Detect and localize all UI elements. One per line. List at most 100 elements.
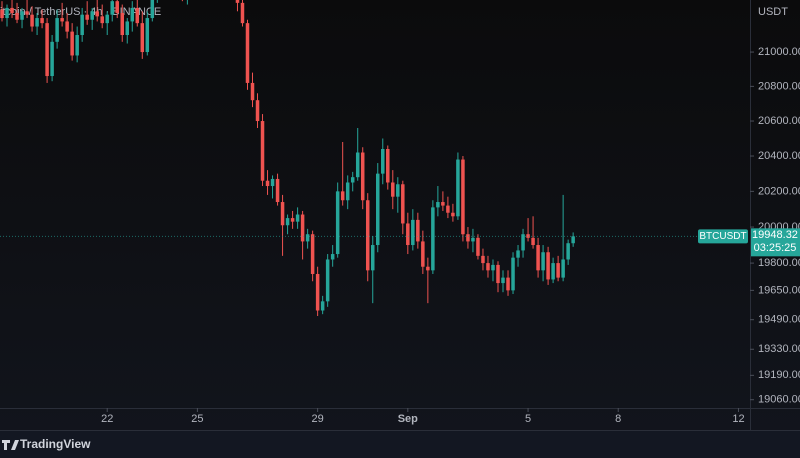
candle-body xyxy=(345,182,350,201)
candle-body xyxy=(275,178,280,203)
candle-body xyxy=(320,301,325,311)
candle-body xyxy=(496,264,500,284)
candle-body xyxy=(421,241,425,267)
brand-name: TradingView xyxy=(20,437,91,451)
candle-body xyxy=(135,7,140,24)
candle-body xyxy=(280,202,285,226)
candle-body xyxy=(50,41,54,77)
candle-body xyxy=(75,35,79,56)
candle-body xyxy=(471,237,475,242)
candle-body xyxy=(391,182,395,197)
candle-body xyxy=(466,234,470,242)
candle-body xyxy=(150,0,155,19)
candle-body xyxy=(441,202,445,206)
candle-body xyxy=(355,152,360,178)
candle-body xyxy=(130,7,135,22)
candle-body xyxy=(330,254,335,260)
candle-body xyxy=(120,12,124,36)
candle-body xyxy=(386,148,390,183)
candle-body xyxy=(521,234,525,251)
candle-body xyxy=(80,14,84,36)
candle-body xyxy=(340,191,345,201)
y-tick-label: 19330.00 xyxy=(758,343,800,355)
candle-body xyxy=(416,219,420,242)
candle-body xyxy=(426,266,430,271)
candle-body xyxy=(451,212,455,217)
x-tick-label: Sep xyxy=(398,413,418,425)
candle-body xyxy=(305,234,310,242)
candle-body xyxy=(411,219,415,246)
candle-body xyxy=(15,12,19,20)
candle-body xyxy=(125,21,130,36)
brand-logo[interactable]: TradingView xyxy=(2,437,91,451)
candle-body xyxy=(446,205,450,213)
y-tick-label: 19800.00 xyxy=(758,257,800,269)
x-tick-label: 22 xyxy=(101,413,113,425)
candle-body xyxy=(20,11,24,20)
candle-body xyxy=(235,0,240,3)
candle-body xyxy=(65,21,69,32)
y-tick-label: 20200.00 xyxy=(758,185,800,197)
candle-body xyxy=(285,218,290,226)
candle-body xyxy=(60,18,64,22)
candle-body xyxy=(551,263,555,280)
candle-body xyxy=(145,18,150,53)
candle-body xyxy=(501,277,505,284)
candle-body xyxy=(310,234,315,274)
x-tick-label: 12 xyxy=(732,413,744,425)
candle-body xyxy=(350,177,355,183)
candle-body xyxy=(315,273,320,311)
candle-body xyxy=(25,11,29,15)
symbol-label: BTCUSDT xyxy=(699,231,746,242)
candle-body xyxy=(255,100,260,122)
candle-body xyxy=(245,23,250,83)
candle-body xyxy=(335,191,340,255)
x-tick-label: 29 xyxy=(312,413,324,425)
candle-body xyxy=(100,16,104,24)
candle-body xyxy=(35,18,39,27)
candle-body xyxy=(461,159,465,235)
candle-body xyxy=(300,214,305,242)
candle-body xyxy=(10,7,14,13)
candle-body xyxy=(561,259,565,278)
candle-body xyxy=(531,237,535,246)
candle-body xyxy=(90,11,94,20)
candle-body xyxy=(456,159,460,217)
footer-bar xyxy=(0,430,800,458)
candle-body xyxy=(40,18,44,24)
candle-body xyxy=(240,2,245,24)
candle-body xyxy=(250,82,255,101)
y-tick-label: 19490.00 xyxy=(758,314,800,326)
x-tick-label: 8 xyxy=(615,413,621,425)
candle-body xyxy=(260,121,265,181)
brand-icon xyxy=(2,440,19,450)
candle-body xyxy=(85,14,89,20)
y-tick-label: 20600.00 xyxy=(758,115,800,127)
candle-body xyxy=(506,277,510,291)
candle-body xyxy=(45,23,49,77)
countdown-label: 03:25:25 xyxy=(754,242,797,254)
candle-body xyxy=(270,178,275,187)
candle-body xyxy=(566,243,570,260)
y-tick-label: 20800.00 xyxy=(758,80,800,92)
y-tick-label: 19060.00 xyxy=(758,394,800,406)
candle-body xyxy=(476,237,480,256)
candle-body xyxy=(30,14,34,27)
candle-body xyxy=(516,250,520,258)
x-tick-label: 5 xyxy=(525,413,531,425)
last-price-label: 19948.32 xyxy=(752,229,798,241)
y-tick-label: 19650.00 xyxy=(758,284,800,296)
candle-body xyxy=(376,173,380,246)
candle-body xyxy=(491,264,495,271)
candle-body xyxy=(481,255,485,264)
candle-body xyxy=(140,23,145,53)
candle-body xyxy=(556,263,560,278)
candle-body xyxy=(265,180,270,187)
symbol-badge xyxy=(698,229,748,244)
last-price-badge xyxy=(751,228,800,257)
candle-body xyxy=(115,1,119,13)
candle-body xyxy=(0,9,4,19)
